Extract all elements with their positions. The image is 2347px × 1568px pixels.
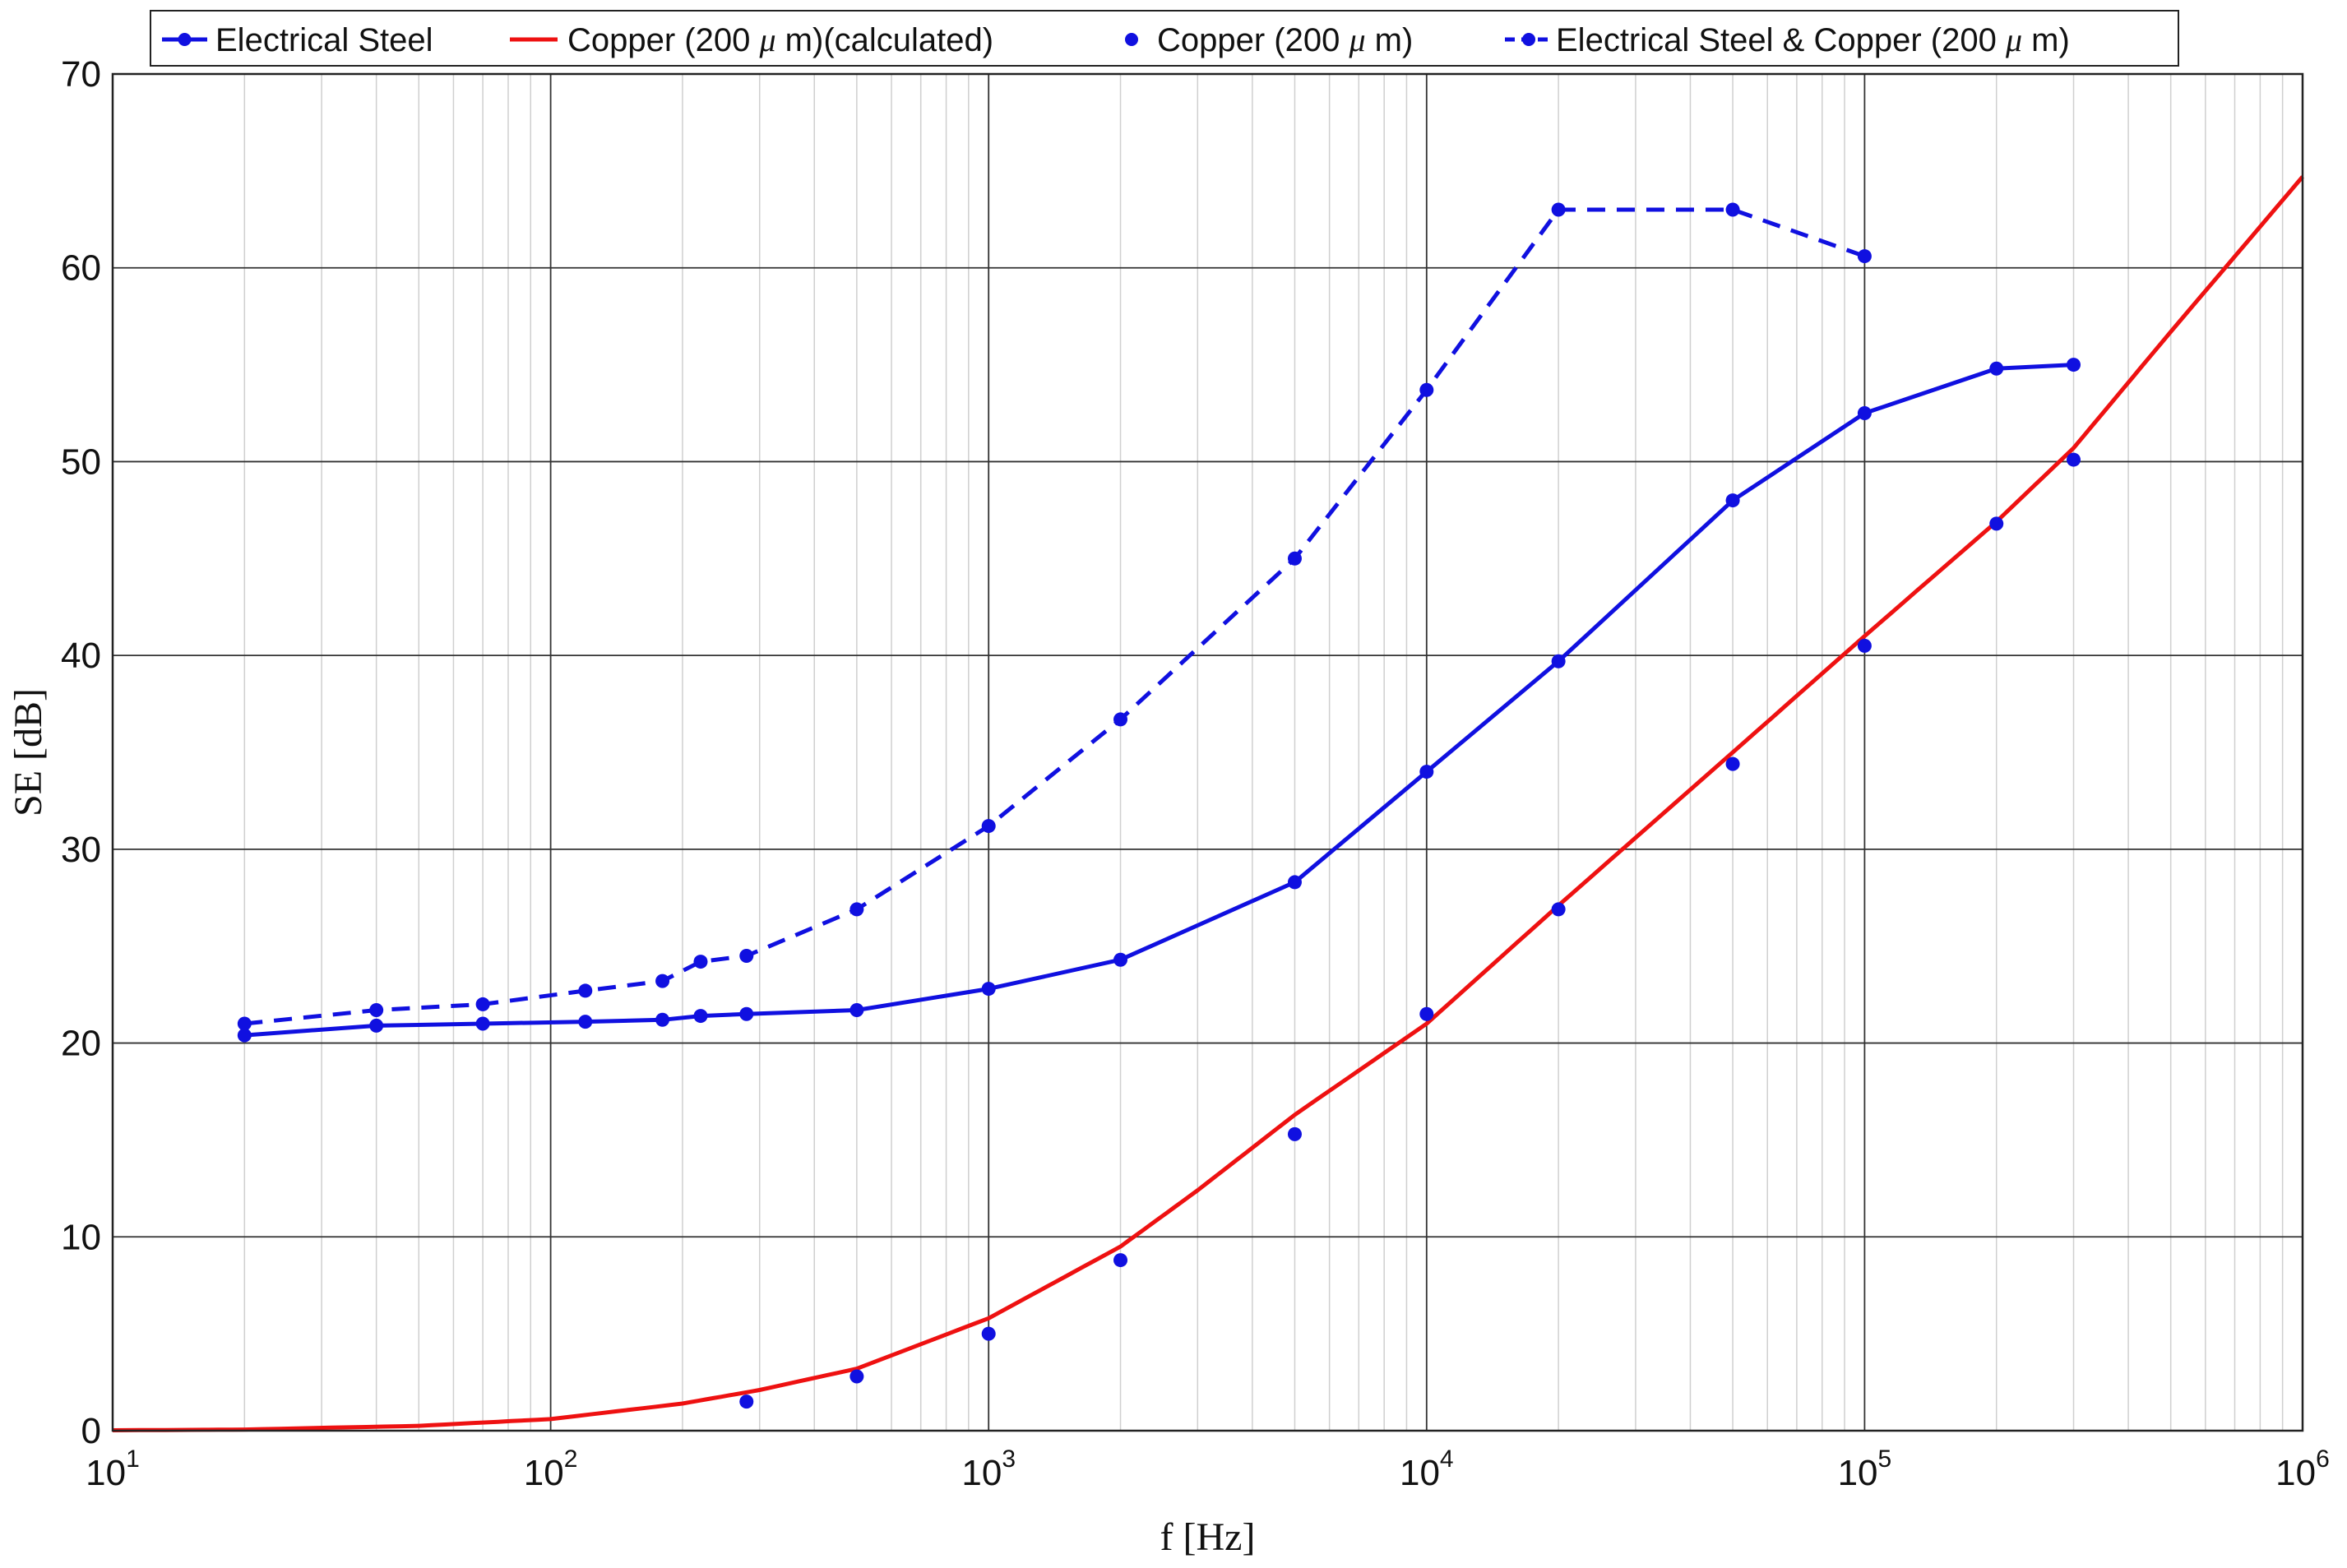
data-point xyxy=(1419,1006,1434,1021)
series-1 xyxy=(237,358,2081,1043)
tick-labels: 0 10 20 30 40 50 60 70 101 102 103 104 105 106 xyxy=(61,54,2330,1493)
y-tick-label: 70 xyxy=(61,54,101,95)
y-tick-label: 10 xyxy=(61,1217,101,1257)
y-tick-label: 50 xyxy=(61,442,101,482)
data-point xyxy=(1551,202,1566,217)
series-3 xyxy=(739,452,2081,1409)
legend-label: Electrical Steel & Copper (200 μ m) xyxy=(1556,21,2070,58)
legend-label: Copper (200 μ m) xyxy=(1157,21,1413,58)
y-tick-label: 0 xyxy=(81,1411,101,1451)
data-point xyxy=(1419,765,1434,779)
data-point xyxy=(1287,551,1302,566)
x-tick-label: 103 xyxy=(961,1445,1016,1493)
legend-entry-2: Copper (200 μ m)(calculated) xyxy=(510,21,993,58)
data-point xyxy=(1725,493,1740,508)
data-point xyxy=(237,1016,252,1031)
data-point xyxy=(1551,654,1566,668)
legend-box xyxy=(150,10,2179,67)
x-axis-label: f [Hz] xyxy=(1160,1515,1256,1559)
x-tick-label: 101 xyxy=(86,1445,140,1493)
data-point xyxy=(693,955,708,969)
data-point xyxy=(693,1009,708,1024)
y-axis-label: SE [dB] xyxy=(7,688,50,816)
data-point xyxy=(1725,202,1740,217)
data-point xyxy=(655,1012,670,1027)
legend-swatch-marker xyxy=(1522,33,1535,46)
legend-entry-4: Electrical Steel & Copper (200 μ m) xyxy=(1505,21,2070,58)
data-point xyxy=(1113,1253,1128,1268)
data-point xyxy=(2067,452,2081,467)
y-tick-label: 40 xyxy=(61,636,101,676)
data-point xyxy=(475,997,490,1011)
data-point xyxy=(739,1006,754,1021)
data-point xyxy=(1287,1126,1302,1141)
data-point xyxy=(237,1028,252,1043)
x-tick-label: 102 xyxy=(524,1445,578,1493)
data-point xyxy=(1989,516,2004,531)
data-point xyxy=(369,1018,384,1033)
legend: Electrical Steel Copper (200 μ m)(calcula… xyxy=(150,10,2179,67)
series-layer xyxy=(112,175,2304,1432)
data-point xyxy=(1419,382,1434,397)
x-tick-label: 106 xyxy=(2275,1445,2330,1493)
data-point xyxy=(849,902,864,917)
plot-frame xyxy=(111,72,2304,1432)
legend-label: Copper (200 μ m)(calculated) xyxy=(567,21,993,58)
data-point xyxy=(1287,875,1302,890)
data-point xyxy=(1857,249,1872,264)
series-4 xyxy=(237,202,1872,1031)
data-point xyxy=(849,1003,864,1017)
data-point xyxy=(2067,358,2081,372)
data-point xyxy=(1551,902,1566,917)
legend-entry-1: Electrical Steel xyxy=(162,22,433,58)
data-point xyxy=(578,983,593,998)
data-point xyxy=(981,982,996,997)
data-point xyxy=(1725,756,1740,771)
data-point xyxy=(1113,952,1128,967)
data-point xyxy=(1113,712,1128,727)
data-point xyxy=(849,1369,864,1384)
x-tick-label: 105 xyxy=(1838,1445,1892,1493)
data-point xyxy=(981,819,996,834)
data-point xyxy=(475,1016,490,1031)
legend-swatch-marker xyxy=(1125,33,1138,46)
legend-label: Electrical Steel xyxy=(215,22,433,58)
data-point xyxy=(739,1395,754,1409)
y-tick-label: 60 xyxy=(61,248,101,289)
y-tick-label: 20 xyxy=(61,1024,101,1064)
data-point xyxy=(1989,361,2004,376)
x-tick-label: 104 xyxy=(1400,1445,1454,1493)
legend-swatch-marker xyxy=(178,33,192,46)
data-point xyxy=(739,949,754,963)
data-point xyxy=(1857,638,1872,653)
data-point xyxy=(578,1015,593,1029)
data-point xyxy=(369,1003,384,1017)
data-point xyxy=(1857,406,1872,420)
data-point xyxy=(655,974,670,988)
data-point xyxy=(981,1326,996,1341)
y-tick-label: 30 xyxy=(61,830,101,870)
legend-entry-3: Copper (200 μ m) xyxy=(1125,21,1413,58)
